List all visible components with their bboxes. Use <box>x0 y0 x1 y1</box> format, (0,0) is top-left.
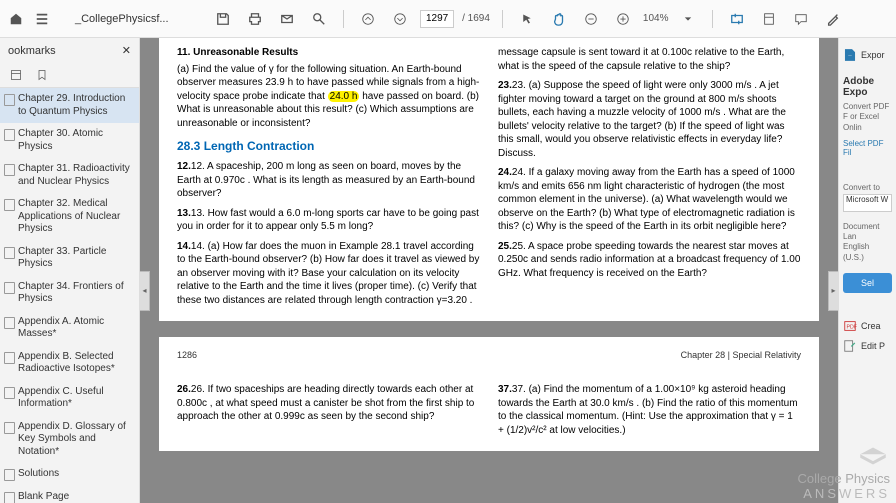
body-text: (a) Find the value of γ for the followin… <box>177 63 480 131</box>
save-icon[interactable] <box>211 7 235 31</box>
sign-icon[interactable] <box>821 7 845 31</box>
section-title: 28.3 Length Contraction <box>177 138 480 154</box>
page-down-icon[interactable] <box>388 7 412 31</box>
chapter-title: Chapter 28 | Special Relativity <box>681 349 801 361</box>
collapse-right-icon[interactable]: ▸ <box>828 271 838 311</box>
highlight: 24.0 h <box>328 91 360 102</box>
body-text: 25.25. A space probe speeding towards th… <box>498 240 801 281</box>
page-total: / 1694 <box>462 13 490 24</box>
lang-label: Document Lan <box>843 222 892 243</box>
fit-width-icon[interactable] <box>725 7 749 31</box>
select-file-link[interactable]: Select PDF Fil <box>843 139 892 157</box>
body-text: message capsule is sent toward it at 0.1… <box>498 46 801 73</box>
sidebar-item[interactable]: Appendix B. Selected Radioactive Isotope… <box>0 346 139 381</box>
body-text: 26.26. If two spaceships are heading dir… <box>177 383 480 424</box>
sidebar-item[interactable]: Solutions <box>0 463 139 486</box>
print-icon[interactable] <box>243 7 267 31</box>
bookmark-icon[interactable] <box>34 67 50 83</box>
zoom-value[interactable]: 104% <box>643 13 669 24</box>
select-button[interactable]: Sel <box>843 273 892 293</box>
document-viewport[interactable]: ◂ ▸ 11. Unreasonable Results (a) Find th… <box>140 38 838 503</box>
collapse-left-icon[interactable]: ◂ <box>140 271 150 311</box>
sidebar-item[interactable]: Chapter 34. Frontiers of Physics <box>0 276 139 311</box>
convert-format-select[interactable]: Microsoft W <box>843 194 892 212</box>
body-text: 37.37. (a) Find the momentum of a 1.00×1… <box>498 383 801 437</box>
top-toolbar: _CollegePhysicsf... / 1694 104% <box>0 0 896 38</box>
sidebar-item[interactable]: Appendix A. Atomic Masses* <box>0 311 139 346</box>
sidebar-item[interactable]: Chapter 30. Atomic Physics <box>0 123 139 158</box>
problem-heading: 11. Unreasonable Results <box>177 46 480 60</box>
sidebar-item[interactable]: Appendix D. Glossary of Key Symbols and … <box>0 416 139 464</box>
edit-pdf-button[interactable]: Edit P <box>843 339 892 353</box>
sidebar-item[interactable]: Chapter 33. Particle Physics <box>0 241 139 276</box>
body-text: 24.24. If a galaxy moving away from the … <box>498 166 801 234</box>
panel-title: Adobe Expo <box>843 76 892 98</box>
chevron-down-icon[interactable] <box>676 7 700 31</box>
options-icon[interactable] <box>8 67 24 83</box>
sidebar-item[interactable]: Blank Page <box>0 486 139 503</box>
bookmarks-panel: ookmarks ✕ Chapter 29. Introduction to Q… <box>0 38 140 503</box>
body-text: 12.12. A spaceship, 200 m long as seen o… <box>177 160 480 201</box>
page-view-icon[interactable] <box>757 7 781 31</box>
page-up-icon[interactable] <box>356 7 380 31</box>
sidebar-item[interactable]: Chapter 32. Medical Applications of Nucl… <box>0 193 139 241</box>
svg-text:PDF: PDF <box>847 325 858 331</box>
sidebar-item[interactable]: Chapter 31. Radioactivity and Nuclear Ph… <box>0 158 139 193</box>
export-panel: Expor Adobe Expo Convert PDF F or Excel … <box>838 38 896 503</box>
selection-tool-icon[interactable] <box>515 7 539 31</box>
close-icon[interactable]: ✕ <box>122 44 131 57</box>
sidebar-item[interactable]: Appendix C. Useful Information* <box>0 381 139 416</box>
export-pdf-button[interactable]: Expor <box>843 44 892 66</box>
comment-icon[interactable] <box>789 7 813 31</box>
page-number: 1286 <box>177 349 197 361</box>
create-pdf-button[interactable]: PDF Crea <box>843 319 892 333</box>
search-icon[interactable] <box>307 7 331 31</box>
mail-icon[interactable] <box>275 7 299 31</box>
document-tab[interactable]: _CollegePhysicsf... <box>75 13 169 25</box>
zoom-out-icon[interactable] <box>579 7 603 31</box>
bookmarks-title: ookmarks <box>8 45 56 57</box>
body-text: 23.23. (a) Suppose the speed of light we… <box>498 79 801 160</box>
lang-value: English (U.S.) <box>843 242 892 263</box>
panel-desc: Convert PDF F or Excel Onlin <box>843 102 892 133</box>
body-text: 13.13. How fast would a 6.0 m-long sport… <box>177 207 480 234</box>
body-text: 14.14. (a) How far does the muon in Exam… <box>177 240 480 308</box>
page-number-input[interactable] <box>420 10 454 28</box>
bookmarks-list: Chapter 29. Introduction to Quantum Phys… <box>0 88 139 503</box>
home-icon[interactable] <box>8 11 24 27</box>
convert-label: Convert to <box>843 183 892 193</box>
zoom-in-icon[interactable] <box>611 7 635 31</box>
hand-tool-icon[interactable] <box>547 7 571 31</box>
tools-icon[interactable] <box>34 11 50 27</box>
sidebar-item[interactable]: Chapter 29. Introduction to Quantum Phys… <box>0 88 139 123</box>
